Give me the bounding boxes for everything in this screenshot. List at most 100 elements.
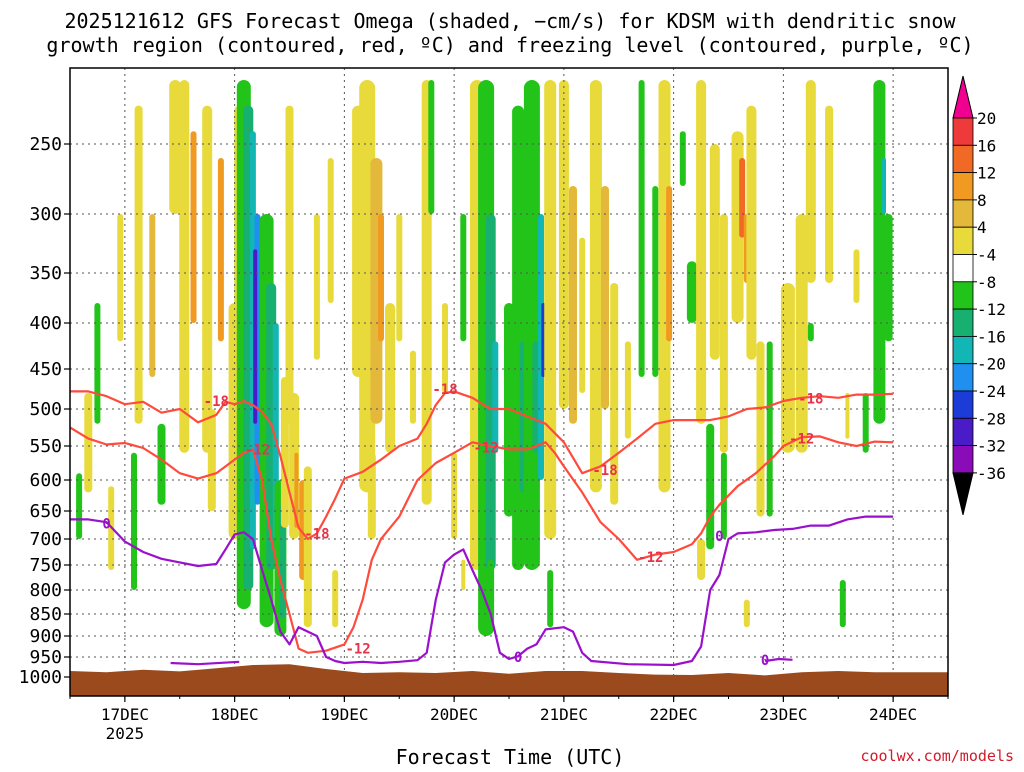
omega-shade-cell [303, 466, 312, 628]
omega-shade-cell [807, 323, 814, 342]
omega-shade-cell [825, 105, 834, 283]
omega-shade-cell [428, 80, 435, 214]
y-tick-label: 300 [29, 204, 62, 225]
colorbar-level-label: -20 [977, 355, 1006, 374]
chart-title-line-2: growth region (contoured, red, ºC) and f… [46, 33, 973, 57]
omega-shade-cell [805, 80, 816, 283]
freezing-level-contour [170, 660, 240, 666]
omega-shade-cell [780, 283, 795, 453]
omega-shade-cell [686, 261, 697, 323]
x-tick-label: 21DEC [540, 705, 588, 724]
y-tick-label: 750 [29, 555, 62, 576]
omega-shade-cell [882, 158, 886, 214]
omega-shade-cell [190, 131, 197, 323]
colorbar-swatch [952, 172, 974, 201]
contour-label-minus12: -12 [473, 440, 498, 456]
colorbar-swatch [952, 226, 974, 255]
y-tick-label: 700 [29, 529, 62, 550]
contour-label-minus12: -12 [345, 642, 370, 658]
omega-shade-cell [719, 214, 728, 453]
chart-title-line-1: 2025121612 GFS Forecast Omega (shaded, −… [64, 9, 956, 33]
x-tick-year-label: 2025 [106, 724, 145, 743]
omega-shade-cell [217, 158, 224, 342]
omega-shade-cell [601, 186, 609, 409]
omega-shade-cell [149, 214, 156, 377]
colorbar-top-arrow [952, 75, 974, 119]
omega-shade-cell [766, 341, 773, 517]
omega-shade-cell [624, 341, 631, 439]
colorbar-level-label: 20 [977, 109, 996, 128]
omega-shade-cell [547, 570, 554, 628]
x-tick-label: 20DEC [430, 705, 478, 724]
colorbar-swatch [952, 445, 974, 474]
omega-shade-cell [378, 214, 384, 342]
axis-layer: 2503003504004505005506006507007508008509… [19, 134, 949, 743]
omega-shade-cell [558, 80, 569, 409]
omega-shade-cell [739, 158, 746, 238]
colorbar-bottom-arrow [952, 472, 974, 516]
omega-shade-cell [756, 341, 765, 517]
omega-shade-cell [658, 80, 671, 493]
dgz-minus18-contour [70, 390, 894, 541]
omega-shade-cell [253, 249, 258, 424]
omega-shade-cell [720, 452, 727, 539]
omega-shade-cell [538, 214, 544, 480]
omega-shade-cell [396, 214, 403, 342]
omega-shade-cell [795, 214, 808, 453]
colorbar-swatch [952, 335, 974, 365]
contour-label-minus18: -18 [204, 394, 229, 410]
contour-label-minus18: -18 [592, 463, 617, 479]
freezing-level-contour [70, 515, 894, 667]
omega-shade-cell [179, 80, 190, 453]
omega-shade-cell [485, 214, 496, 570]
credit-text: coolwx.com/models [860, 747, 1014, 765]
contour-label-freezing: 0 [514, 650, 522, 666]
ground-terrain [70, 664, 948, 696]
omega-shade-cell [442, 303, 448, 393]
colorbar-swatch [952, 117, 974, 146]
omega-shade-cell [512, 105, 525, 570]
omega-shade-cell [697, 539, 706, 580]
colorbar-swatch [952, 199, 974, 228]
colorbar-swatch [952, 281, 974, 310]
grid-layer [70, 68, 948, 696]
colorbar-level-label: -4 [977, 246, 996, 265]
y-tick-label: 450 [29, 359, 62, 380]
x-tick-label: 24DEC [869, 705, 917, 724]
contour-label-freezing: 0 [715, 529, 723, 545]
y-tick-label: 500 [29, 399, 62, 420]
omega-shade-cell [313, 214, 320, 360]
x-tick-label: 17DEC [101, 705, 149, 724]
omega-shade-cell [84, 393, 93, 493]
colorbar-swatch [952, 390, 974, 419]
colorbar-level-label: -8 [977, 273, 996, 292]
dgz-minus12-contour [70, 426, 894, 654]
colorbar-swatch [952, 363, 974, 392]
omega-shade-cell [487, 559, 494, 619]
omega-shade-cell [294, 452, 299, 528]
omega-shade-cell [679, 131, 686, 186]
colorbar-level-label: -24 [977, 382, 1006, 401]
colorbar-level-label: 8 [977, 191, 987, 210]
omega-shading-layer [76, 80, 893, 636]
contour-label-freezing: 0 [761, 653, 769, 669]
contour-label-minus12: -12 [638, 550, 663, 566]
y-tick-label: 950 [29, 647, 62, 668]
omega-shade-cell [131, 452, 137, 590]
y-tick-label: 650 [29, 501, 62, 522]
omega-shade-cell [76, 473, 83, 539]
omega-shade-cell [117, 214, 124, 342]
colorbar-level-label: 16 [977, 136, 996, 155]
x-tick-label: 18DEC [211, 705, 259, 724]
omega-shade-cell [743, 599, 750, 628]
x-tick-label: 19DEC [320, 705, 368, 724]
contour-label-minus18: -18 [432, 382, 457, 398]
omega-shade-cell [249, 131, 256, 550]
omega-shade-cell [845, 393, 850, 439]
omega-shade-cell [884, 214, 893, 342]
omega-shade-cell [285, 105, 294, 424]
contour-label-layer: -18 -12 -18 -12 -18 -12 -18 -12 -18 -12 0 0 0 0 [102, 382, 823, 669]
omega-shade-cell [202, 105, 213, 453]
x-tick-label: 22DEC [650, 705, 698, 724]
